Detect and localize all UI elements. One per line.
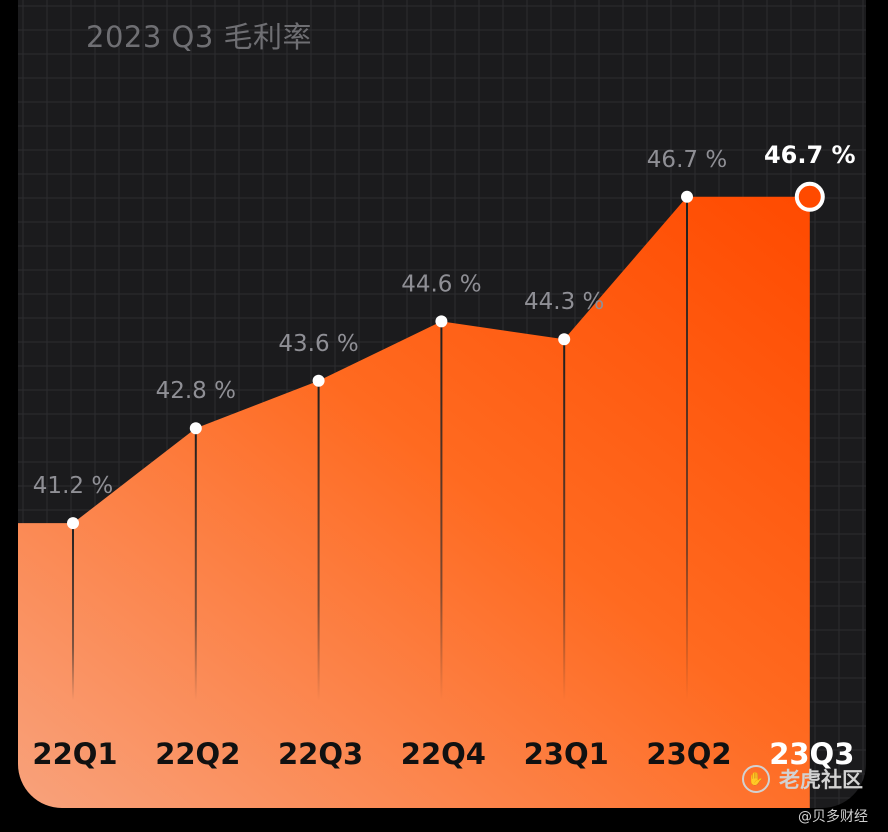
category-label: 22Q4 <box>401 737 486 771</box>
drop-line <box>686 196 688 700</box>
drop-line <box>563 339 566 700</box>
drop-line <box>440 321 443 700</box>
point-marker <box>189 422 202 435</box>
tiger-paw-icon: ✋ <box>742 765 770 793</box>
drop-line <box>317 380 320 700</box>
chart-panel: 41.2 % 42.8 % 43.6 % 44.6 % 44.3 % 46.7 % 46.7… <box>18 0 866 808</box>
drop-line <box>194 428 197 700</box>
value-label: 41.2 % <box>33 473 113 499</box>
area-series <box>18 196 810 808</box>
point-marker <box>681 190 693 203</box>
value-label: 46.7 % <box>764 141 856 169</box>
value-label: 44.6 % <box>401 271 481 297</box>
point-marker <box>312 374 325 387</box>
category-label: 22Q1 <box>32 737 117 771</box>
highlight-point-marker <box>794 181 825 212</box>
point-marker <box>67 517 79 530</box>
category-label: 23Q2 <box>646 737 731 771</box>
watermark-text: 老虎社区 <box>779 768 863 792</box>
category-label: 22Q3 <box>278 737 363 771</box>
value-label: 42.8 % <box>156 378 236 404</box>
category-label: 22Q2 <box>155 737 240 771</box>
category-label: 23Q3 <box>769 737 854 771</box>
source-credit: @贝多财经 <box>798 809 868 825</box>
chart-title: 2023 Q3 毛利率 <box>86 20 313 54</box>
category-label: 23Q1 <box>524 737 609 771</box>
point-marker <box>558 333 571 346</box>
point-marker <box>435 315 448 328</box>
watermark: ✋ 老虎社区 <box>742 764 863 794</box>
value-label: 46.7 % <box>647 147 727 173</box>
value-label: 44.3 % <box>524 289 604 315</box>
value-label: 43.6 % <box>278 331 358 357</box>
margin-area-chart: 41.2 % 42.8 % 43.6 % 44.6 % 44.3 % 46.7 % 46.7… <box>18 141 856 808</box>
drop-line <box>72 523 74 700</box>
